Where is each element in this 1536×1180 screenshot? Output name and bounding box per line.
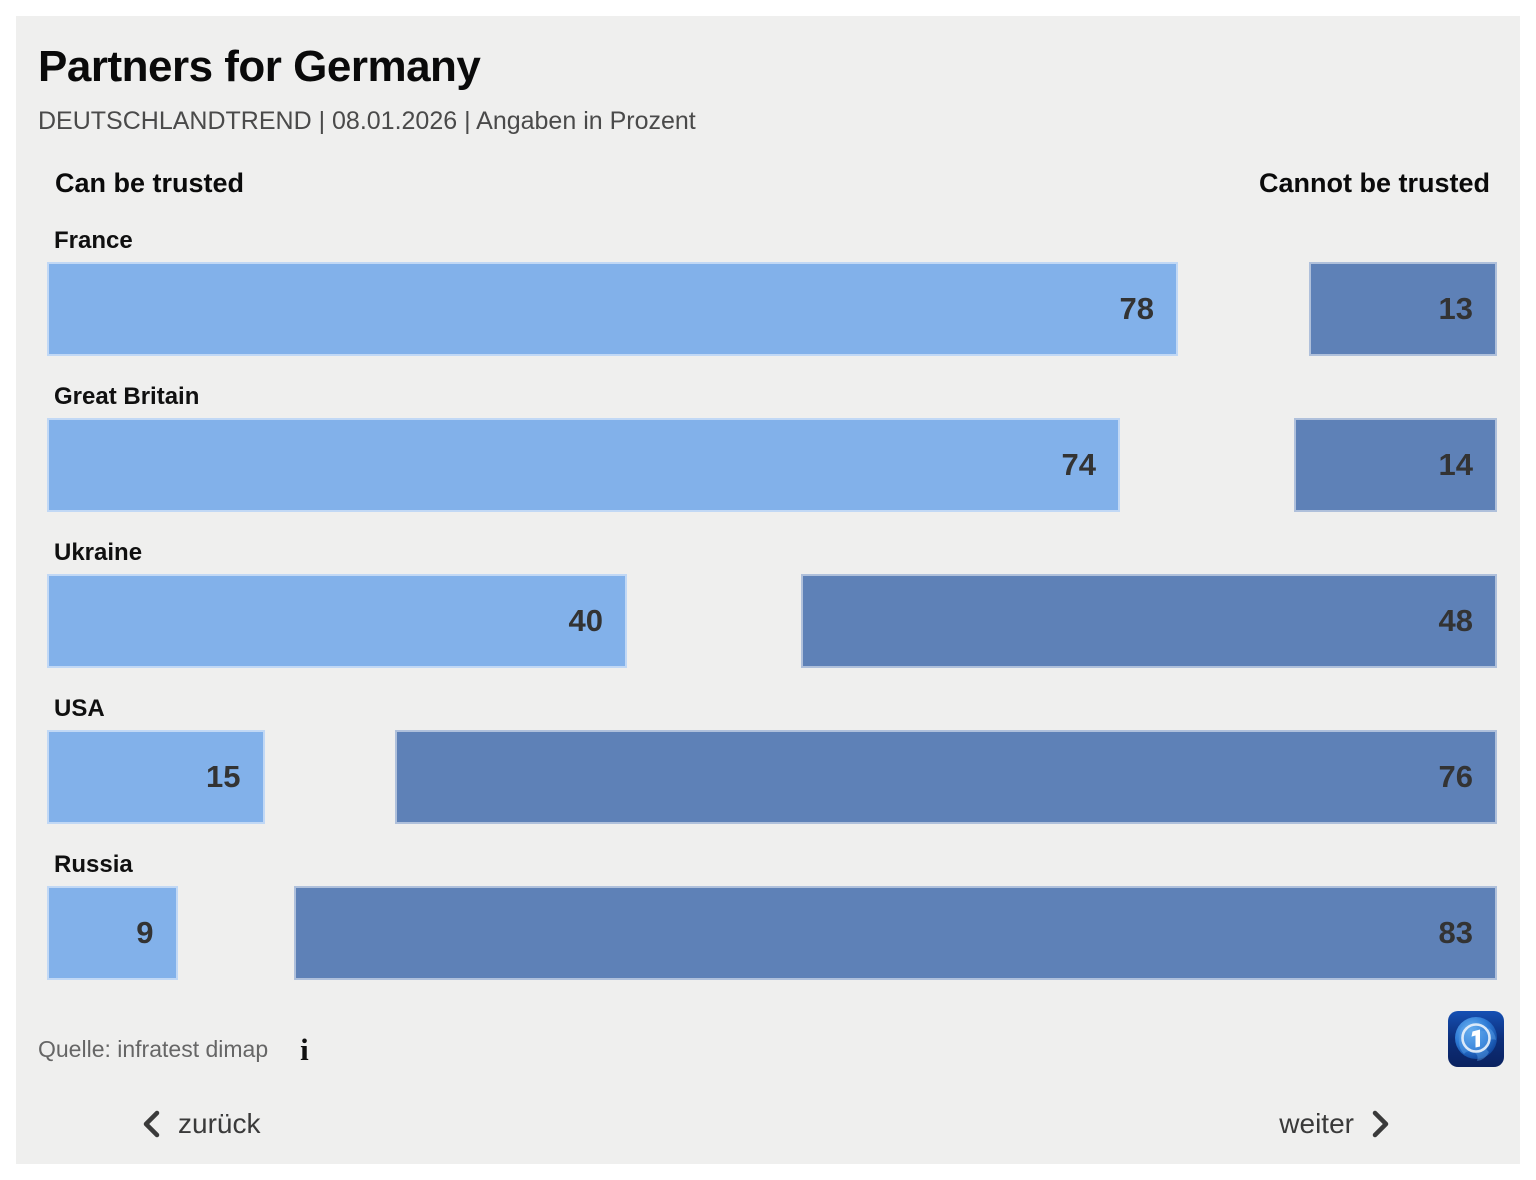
chart-row: USA 15 76 — [47, 695, 1497, 824]
chevron-left-icon — [143, 1110, 160, 1138]
bar-value: 40 — [568, 603, 603, 638]
page-title: Partners for Germany — [38, 42, 481, 91]
chart-row: Ukraine 40 48 — [47, 539, 1497, 668]
info-icon[interactable]: i — [300, 1032, 309, 1067]
bar-value: 13 — [1438, 291, 1473, 326]
bar-track: 40 48 — [47, 574, 1497, 668]
bar-value: 9 — [136, 915, 154, 950]
next-button[interactable]: weiter — [1279, 1108, 1392, 1140]
next-label: weiter — [1279, 1108, 1354, 1139]
legend-cannot-be-trusted: Cannot be trusted — [1258, 168, 1490, 198]
chart: France 78 13 Great Britain 74 14 Ukraine 40 48 US… — [47, 227, 1497, 980]
bar-value: 74 — [1061, 447, 1096, 482]
subtitle: DEUTSCHLANDTREND | 08.01.2026 | Angaben … — [38, 107, 696, 135]
country-label: USA — [54, 695, 105, 722]
country-label: Great Britain — [54, 383, 200, 410]
bar-cannot-be-trusted: 14 — [1294, 418, 1497, 512]
back-label: zurück — [178, 1108, 261, 1139]
bar-track: 9 83 — [47, 886, 1497, 980]
bar-cannot-be-trusted: 48 — [801, 574, 1497, 668]
chart-row: France 78 13 — [47, 227, 1497, 356]
bar-cannot-be-trusted: 83 — [293, 886, 1497, 980]
source-label: Quelle: infratest dimap — [38, 1036, 269, 1062]
back-button[interactable]: zurück — [140, 1108, 260, 1140]
bar-value: 14 — [1438, 447, 1473, 482]
bar-can-be-trusted: 9 — [47, 886, 178, 980]
country-label: Russia — [54, 851, 133, 878]
chart-row: Russia 9 83 — [47, 851, 1497, 980]
bar-track: 15 76 — [47, 730, 1497, 824]
bar-can-be-trusted: 78 — [47, 262, 1178, 356]
chevron-right-icon — [1372, 1110, 1389, 1138]
chart-row: Great Britain 74 14 — [47, 383, 1497, 512]
bar-can-be-trusted: 15 — [47, 730, 265, 824]
country-label: France — [54, 227, 133, 254]
country-label: Ukraine — [54, 539, 143, 566]
bar-value: 48 — [1438, 603, 1473, 638]
bar-cannot-be-trusted: 13 — [1308, 262, 1497, 356]
bar-can-be-trusted: 40 — [47, 574, 627, 668]
infographic-panel: Partners for Germany DEUTSCHLANDTREND | … — [16, 16, 1520, 1164]
bar-value: 15 — [206, 759, 241, 794]
source-row: Quelle: infratest dimap i — [38, 1034, 309, 1065]
bar-cannot-be-trusted: 76 — [395, 730, 1497, 824]
bar-value: 76 — [1438, 759, 1473, 794]
bar-track: 78 13 — [47, 262, 1497, 356]
bar-value: 83 — [1438, 915, 1473, 950]
bar-value: 78 — [1119, 291, 1154, 326]
ard-logo-icon — [1448, 1011, 1504, 1067]
pagination-nav: zurück weiter — [140, 1100, 1392, 1148]
bar-can-be-trusted: 74 — [47, 418, 1120, 512]
legend-can-be-trusted: Can be trusted — [55, 168, 245, 198]
bar-track: 74 14 — [47, 418, 1497, 512]
legend-row: Can be trusted Cannot be trusted — [55, 168, 1490, 199]
